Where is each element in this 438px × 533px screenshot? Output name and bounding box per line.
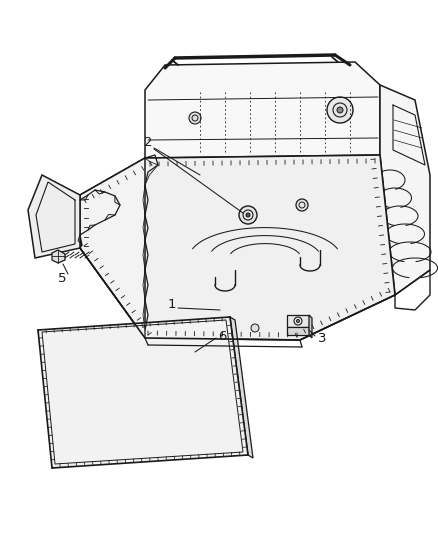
Circle shape — [239, 206, 257, 224]
Circle shape — [296, 199, 308, 211]
Polygon shape — [230, 317, 253, 458]
Polygon shape — [38, 317, 248, 468]
Polygon shape — [287, 327, 309, 335]
Polygon shape — [287, 315, 309, 327]
Polygon shape — [28, 175, 80, 258]
Polygon shape — [80, 158, 145, 338]
Circle shape — [246, 213, 250, 217]
Circle shape — [201, 326, 209, 334]
Circle shape — [337, 107, 343, 113]
Text: 1: 1 — [168, 298, 176, 311]
Text: 6: 6 — [218, 329, 226, 343]
Polygon shape — [145, 62, 380, 158]
Circle shape — [327, 97, 353, 123]
Polygon shape — [309, 315, 312, 338]
Text: 3: 3 — [318, 332, 326, 344]
Circle shape — [251, 324, 259, 332]
Circle shape — [189, 112, 201, 124]
Text: 2: 2 — [144, 136, 152, 149]
Text: 5: 5 — [58, 271, 66, 285]
Polygon shape — [52, 250, 65, 263]
Circle shape — [297, 319, 300, 322]
Polygon shape — [380, 85, 430, 295]
Polygon shape — [80, 155, 395, 340]
